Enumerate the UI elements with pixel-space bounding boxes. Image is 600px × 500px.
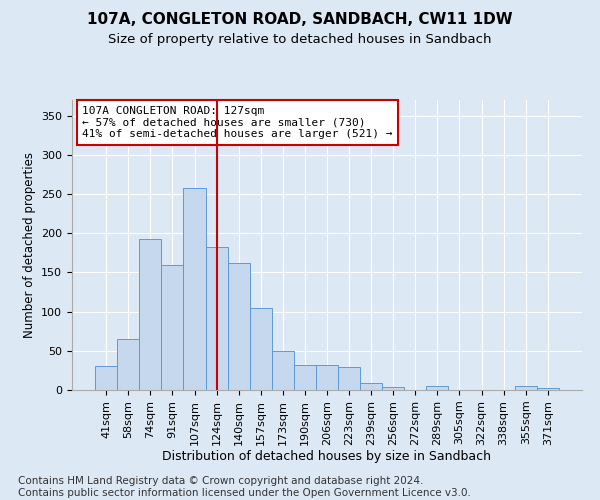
Text: 107A CONGLETON ROAD: 127sqm
← 57% of detached houses are smaller (730)
41% of se: 107A CONGLETON ROAD: 127sqm ← 57% of det… (82, 106, 392, 139)
Bar (95, 366, 117, 390)
Bar (206, 246, 227, 390)
Bar (184, 188, 206, 390)
Y-axis label: Number of detached properties: Number of detached properties (23, 152, 35, 338)
Bar (537, 388, 559, 390)
Bar (316, 365, 338, 390)
Bar (338, 368, 360, 390)
Bar (360, 383, 382, 390)
Bar (161, 264, 184, 390)
X-axis label: Distribution of detached houses by size in Sandbach: Distribution of detached houses by size … (163, 450, 491, 464)
Text: 107A, CONGLETON ROAD, SANDBACH, CW11 1DW: 107A, CONGLETON ROAD, SANDBACH, CW11 1DW (87, 12, 513, 28)
Bar (515, 386, 537, 390)
Bar (382, 387, 404, 390)
Bar (139, 238, 161, 390)
Text: Contains HM Land Registry data © Crown copyright and database right 2024.
Contai: Contains HM Land Registry data © Crown c… (18, 476, 471, 498)
Text: Size of property relative to detached houses in Sandbach: Size of property relative to detached ho… (108, 32, 492, 46)
Bar (294, 365, 316, 390)
Bar (250, 308, 272, 390)
Bar (227, 263, 250, 390)
Bar (272, 351, 294, 390)
Bar (117, 339, 139, 390)
Bar (427, 386, 448, 390)
